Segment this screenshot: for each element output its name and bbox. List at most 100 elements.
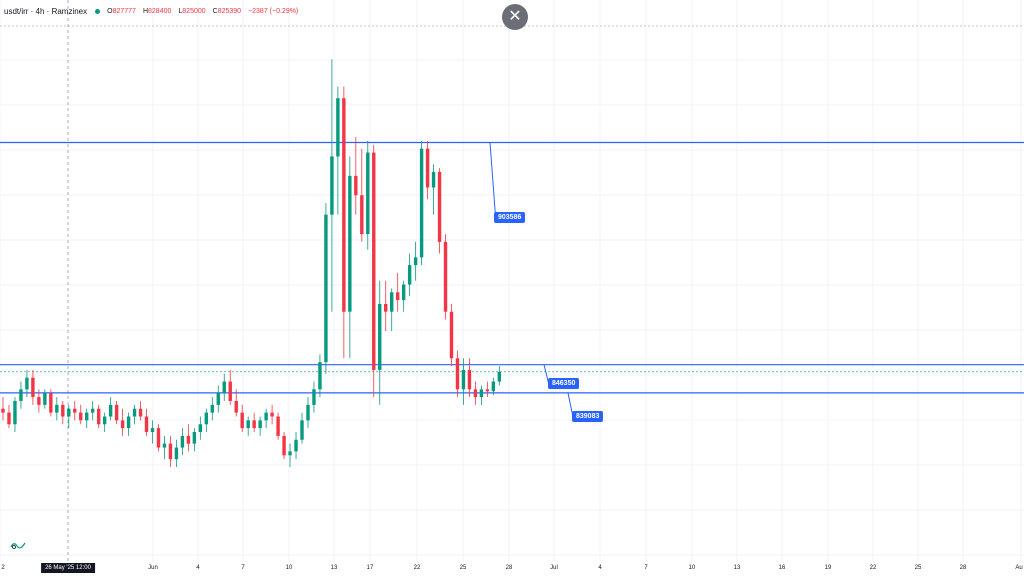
candle-body xyxy=(270,412,274,417)
ohlc-close: C825390 xyxy=(212,7,242,15)
time-axis-tick: 7 xyxy=(644,565,648,571)
candle-body xyxy=(354,175,358,196)
time-axis-tick: 28 xyxy=(505,565,513,571)
candle-body xyxy=(336,98,340,157)
time-axis[interactable]: 26 May '25 12:00 2 Jun 4 7 10 13 17 22 25 28 Jul 4 7… xyxy=(0,562,1024,576)
candle-body xyxy=(1,408,5,413)
time-axis-tick: 17 xyxy=(366,565,374,571)
tradingview-logo-icon[interactable] xyxy=(10,540,26,550)
candle-body xyxy=(246,420,250,429)
time-axis-tick: 10 xyxy=(285,565,293,571)
candle-body xyxy=(342,98,346,312)
candle-body xyxy=(96,408,101,425)
candle-body xyxy=(216,393,220,405)
candle-body xyxy=(204,412,209,425)
candle-body xyxy=(330,156,334,215)
candle-body xyxy=(240,412,244,429)
level-label-839083[interactable]: 839083 xyxy=(572,411,604,422)
candle-body xyxy=(413,257,418,266)
candle-body xyxy=(390,292,394,312)
candle-body xyxy=(7,412,11,425)
candle-body xyxy=(443,241,448,312)
candle-body xyxy=(467,369,472,390)
candle-body xyxy=(61,404,65,417)
candle-body xyxy=(67,408,71,417)
candle-body xyxy=(228,381,232,401)
ohlc-high: H828400 xyxy=(142,7,172,15)
candle-body xyxy=(108,404,113,417)
candle-body xyxy=(132,408,137,417)
candle-body xyxy=(425,148,430,188)
candle-body xyxy=(150,428,155,433)
candle-body xyxy=(210,404,214,413)
time-axis-tick: 19 xyxy=(824,565,832,571)
candle-body xyxy=(162,443,167,448)
level-label-connector xyxy=(489,142,497,224)
candle-body xyxy=(186,435,191,444)
candle-body xyxy=(37,397,41,405)
close-button[interactable]: ✕ xyxy=(502,4,528,30)
candle-body xyxy=(461,369,466,390)
candle-body xyxy=(276,416,280,436)
time-axis-tick: 10 xyxy=(688,565,696,571)
time-axis-tick: 22 xyxy=(413,565,421,571)
candle-body xyxy=(31,377,35,398)
time-axis-tick: 13 xyxy=(330,565,338,571)
candle-body xyxy=(419,148,424,258)
candle-body xyxy=(120,420,125,429)
level-label-846350[interactable]: 846350 xyxy=(548,378,580,389)
time-axis-tick: 7 xyxy=(241,565,245,571)
candle-body xyxy=(258,420,262,429)
horizontal-levels[interactable] xyxy=(0,141,1024,423)
ohlc-low: L825000 xyxy=(178,7,206,15)
close-icon: ✕ xyxy=(508,8,522,25)
level-label-903586[interactable]: 903586 xyxy=(494,212,526,223)
candle-body xyxy=(449,311,454,359)
candle-body xyxy=(431,171,436,188)
time-axis-tick: Jul xyxy=(550,565,558,571)
candle-body xyxy=(395,292,400,301)
candle-body xyxy=(25,377,29,390)
candle-body xyxy=(13,400,17,425)
time-axis-tick: 22 xyxy=(869,565,877,571)
candle-body xyxy=(156,428,161,448)
candle-body xyxy=(126,416,131,429)
candle-body xyxy=(114,404,119,421)
candle-body xyxy=(300,420,304,440)
candle-body xyxy=(372,152,376,370)
candle-body xyxy=(264,412,268,421)
candle-body xyxy=(234,400,238,413)
time-axis-tick: 4 xyxy=(598,565,602,571)
candle-body xyxy=(73,408,77,413)
candle-body xyxy=(198,424,203,433)
candle-body xyxy=(491,381,496,392)
time-axis-tick: 13 xyxy=(733,565,741,571)
candle-body xyxy=(318,362,322,390)
symbol-legend: usdt/irr · 4h · Ramzinex O827777 H828400… xyxy=(4,4,298,18)
candle-body xyxy=(306,404,310,421)
symbol-title[interactable]: usdt/irr · 4h · Ramzinex xyxy=(4,6,88,16)
candle-body xyxy=(55,404,59,413)
time-axis-tick: Au xyxy=(1015,565,1023,571)
candle-body xyxy=(407,265,412,285)
chart-grid xyxy=(0,0,1024,562)
candle-body xyxy=(455,358,460,390)
candle-body xyxy=(348,175,352,312)
candle-body xyxy=(312,389,316,405)
candle-body xyxy=(91,408,95,413)
ohlc-open: O827777 xyxy=(107,7,136,15)
market-status-dot-icon xyxy=(95,8,101,14)
candle-body xyxy=(144,416,149,433)
candle-body xyxy=(384,303,388,312)
candle-body xyxy=(485,389,490,392)
time-axis-tick: Jun xyxy=(148,565,158,571)
time-axis-tick: 25 xyxy=(459,565,467,571)
candlestick-series xyxy=(1,59,502,467)
candle-body xyxy=(282,435,286,456)
candle-body xyxy=(138,408,143,417)
candle-body xyxy=(222,381,226,394)
time-axis-tick: 28 xyxy=(959,565,967,571)
time-axis-tick: 25 xyxy=(914,565,922,571)
candle-body xyxy=(437,171,442,242)
